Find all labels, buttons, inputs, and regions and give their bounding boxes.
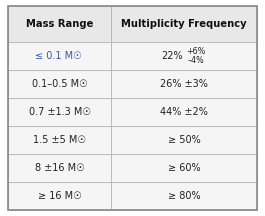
Text: ≥ 50%: ≥ 50% <box>168 135 201 145</box>
Text: +6%: +6% <box>186 47 206 56</box>
Bar <box>8 126 111 154</box>
Bar <box>111 98 257 126</box>
Text: 26% ±3%: 26% ±3% <box>160 79 208 89</box>
Text: Mass Range: Mass Range <box>26 19 93 29</box>
Text: Multiplicity Frequency: Multiplicity Frequency <box>121 19 247 29</box>
Bar <box>111 154 257 182</box>
Text: –4%: –4% <box>188 57 205 65</box>
Bar <box>8 154 111 182</box>
Bar <box>111 42 257 70</box>
Text: 0.1–0.5 M☉: 0.1–0.5 M☉ <box>32 79 87 89</box>
Bar <box>111 70 257 98</box>
Text: 22%: 22% <box>161 51 183 61</box>
Text: ≥ 80%: ≥ 80% <box>168 191 201 201</box>
Text: 1.5 ±5 M☉: 1.5 ±5 M☉ <box>33 135 86 145</box>
Text: ≥ 60%: ≥ 60% <box>168 163 201 173</box>
Bar <box>111 126 257 154</box>
Text: ≤ 0.1 M☉: ≤ 0.1 M☉ <box>35 51 82 61</box>
Bar <box>111 6 257 42</box>
Text: 8 ±16 M☉: 8 ±16 M☉ <box>35 163 85 173</box>
Bar <box>8 6 111 42</box>
Text: 0.7 ±1.3 M☉: 0.7 ±1.3 M☉ <box>29 107 91 117</box>
Bar <box>8 182 111 210</box>
Bar <box>8 70 111 98</box>
Text: 44% ±2%: 44% ±2% <box>160 107 208 117</box>
Bar <box>8 98 111 126</box>
Bar <box>111 182 257 210</box>
Text: ≥ 16 M☉: ≥ 16 M☉ <box>38 191 82 201</box>
Bar <box>8 42 111 70</box>
